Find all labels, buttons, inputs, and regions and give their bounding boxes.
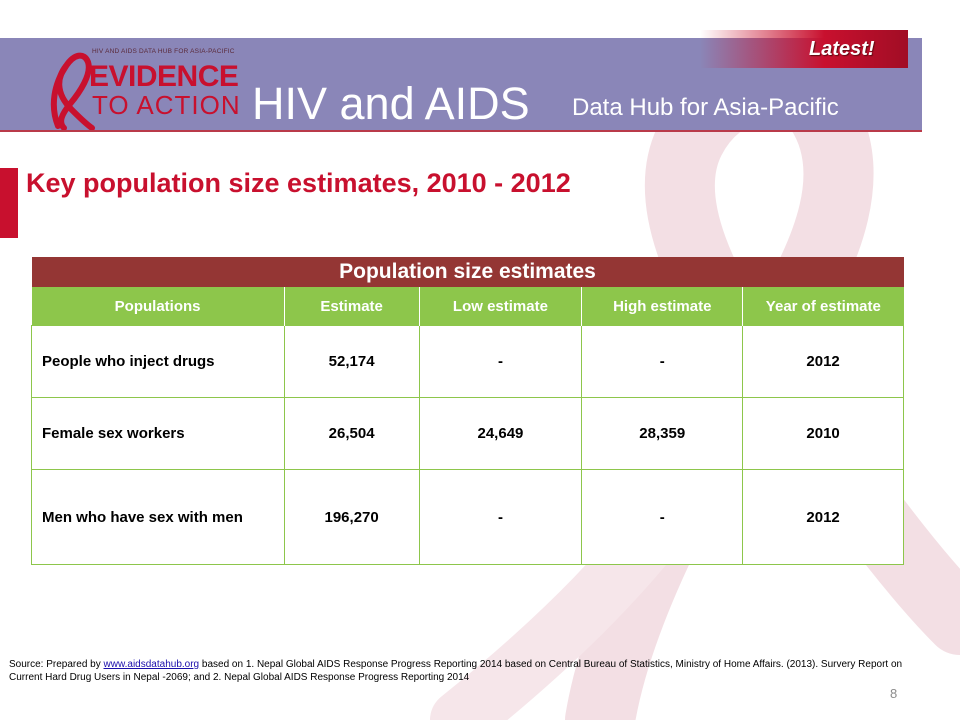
source-text: based on 1. Nepal Global AIDS Response P… [9, 659, 903, 683]
cell-high-estimate: - [581, 325, 744, 398]
page-number: 8 [890, 686, 898, 701]
table-caption: Population size estimates [31, 257, 904, 287]
source-prefix: Source: Prepared by [9, 659, 104, 670]
cell-estimate: 196,270 [283, 469, 420, 565]
cell-population: Female sex workers [31, 397, 285, 470]
header-top-stripe [0, 30, 922, 38]
column-header-low-estimate: Low estimate [419, 287, 583, 326]
cell-population: Men who have sex with men [31, 469, 285, 565]
column-header-high-estimate: High estimate [581, 287, 744, 326]
column-header-estimate: Estimate [284, 287, 420, 326]
source-link[interactable]: www.aidsdatahub.org [103, 659, 200, 670]
cell-high-estimate: 28,359 [581, 397, 744, 470]
logo-evidence-text: EVIDENCE [89, 60, 239, 93]
table-row: People who inject drugs 52,174 - - 2012 [31, 325, 904, 398]
population-estimates-table: Population size estimates Populations Es… [31, 257, 904, 565]
cell-year: 2010 [742, 397, 904, 470]
cell-low-estimate: 24,649 [418, 397, 583, 470]
latest-badge[interactable]: Latest! [809, 38, 875, 60]
logo-to-action-text: TO ACTION [92, 90, 241, 120]
cell-estimate: 52,174 [283, 325, 420, 398]
source-note: Source: Prepared by www.aidsdatahub.org … [9, 658, 909, 684]
cell-year: 2012 [742, 469, 904, 565]
slide-title: Key population size estimates, 2010 - 20… [26, 168, 571, 198]
table-row: Female sex workers 26,504 24,649 28,359 … [31, 397, 904, 470]
column-header-year: Year of estimate [742, 287, 904, 326]
header-title: HIV and AIDS [252, 78, 530, 129]
table-row: Men who have sex with men 196,270 - - 20… [31, 469, 904, 565]
column-header-populations: Populations [31, 287, 285, 326]
cell-population: People who inject drugs [31, 325, 285, 398]
cell-year: 2012 [742, 325, 904, 398]
cell-estimate: 26,504 [283, 397, 420, 470]
logo-tagline: HIV AND AIDS DATA HUB FOR ASIA-PACIFIC [92, 48, 235, 55]
red-ribbon-logo-icon [50, 52, 95, 130]
cell-low-estimate: - [418, 469, 583, 565]
title-accent-bar [0, 168, 18, 238]
cell-high-estimate: - [581, 469, 744, 565]
cell-low-estimate: - [418, 325, 583, 398]
header-subtitle: Data Hub for Asia-Pacific [572, 94, 839, 121]
latest-badge-background [700, 30, 908, 68]
